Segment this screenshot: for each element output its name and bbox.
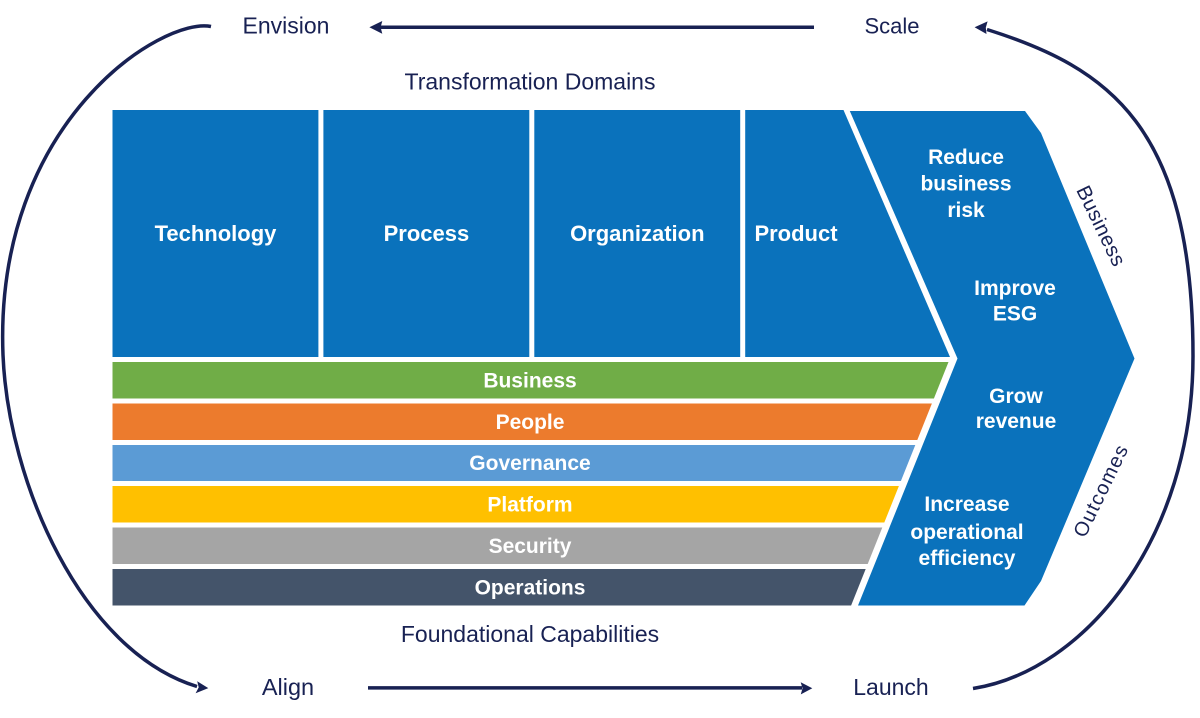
svg-text:Governance: Governance [469, 452, 590, 475]
svg-text:Scale: Scale [864, 14, 919, 39]
svg-text:Operations: Operations [475, 577, 586, 600]
svg-text:Envision: Envision [243, 13, 330, 39]
svg-text:risk: risk [947, 199, 985, 222]
svg-text:operational: operational [910, 521, 1023, 544]
svg-text:ESG: ESG [993, 303, 1037, 326]
svg-text:Foundational Capabilities: Foundational Capabilities [401, 621, 659, 647]
svg-text:Align: Align [262, 674, 314, 700]
svg-text:revenue: revenue [976, 410, 1057, 433]
svg-text:Platform: Platform [487, 494, 572, 517]
svg-text:Product: Product [754, 221, 838, 246]
svg-text:Increase: Increase [924, 493, 1009, 516]
svg-text:People: People [496, 411, 565, 434]
svg-text:Security: Security [489, 535, 572, 558]
svg-text:Reduce: Reduce [928, 146, 1004, 169]
svg-text:Transformation Domains: Transformation Domains [405, 69, 656, 95]
svg-text:Process: Process [384, 221, 470, 246]
svg-text:Business: Business [483, 370, 576, 393]
svg-text:Organization: Organization [570, 221, 704, 246]
svg-text:efficiency: efficiency [919, 547, 1016, 570]
svg-text:business: business [920, 173, 1011, 196]
svg-text:Launch: Launch [853, 674, 928, 700]
svg-text:Grow: Grow [989, 385, 1043, 408]
svg-text:Improve: Improve [974, 277, 1056, 300]
svg-text:Technology: Technology [155, 221, 278, 246]
